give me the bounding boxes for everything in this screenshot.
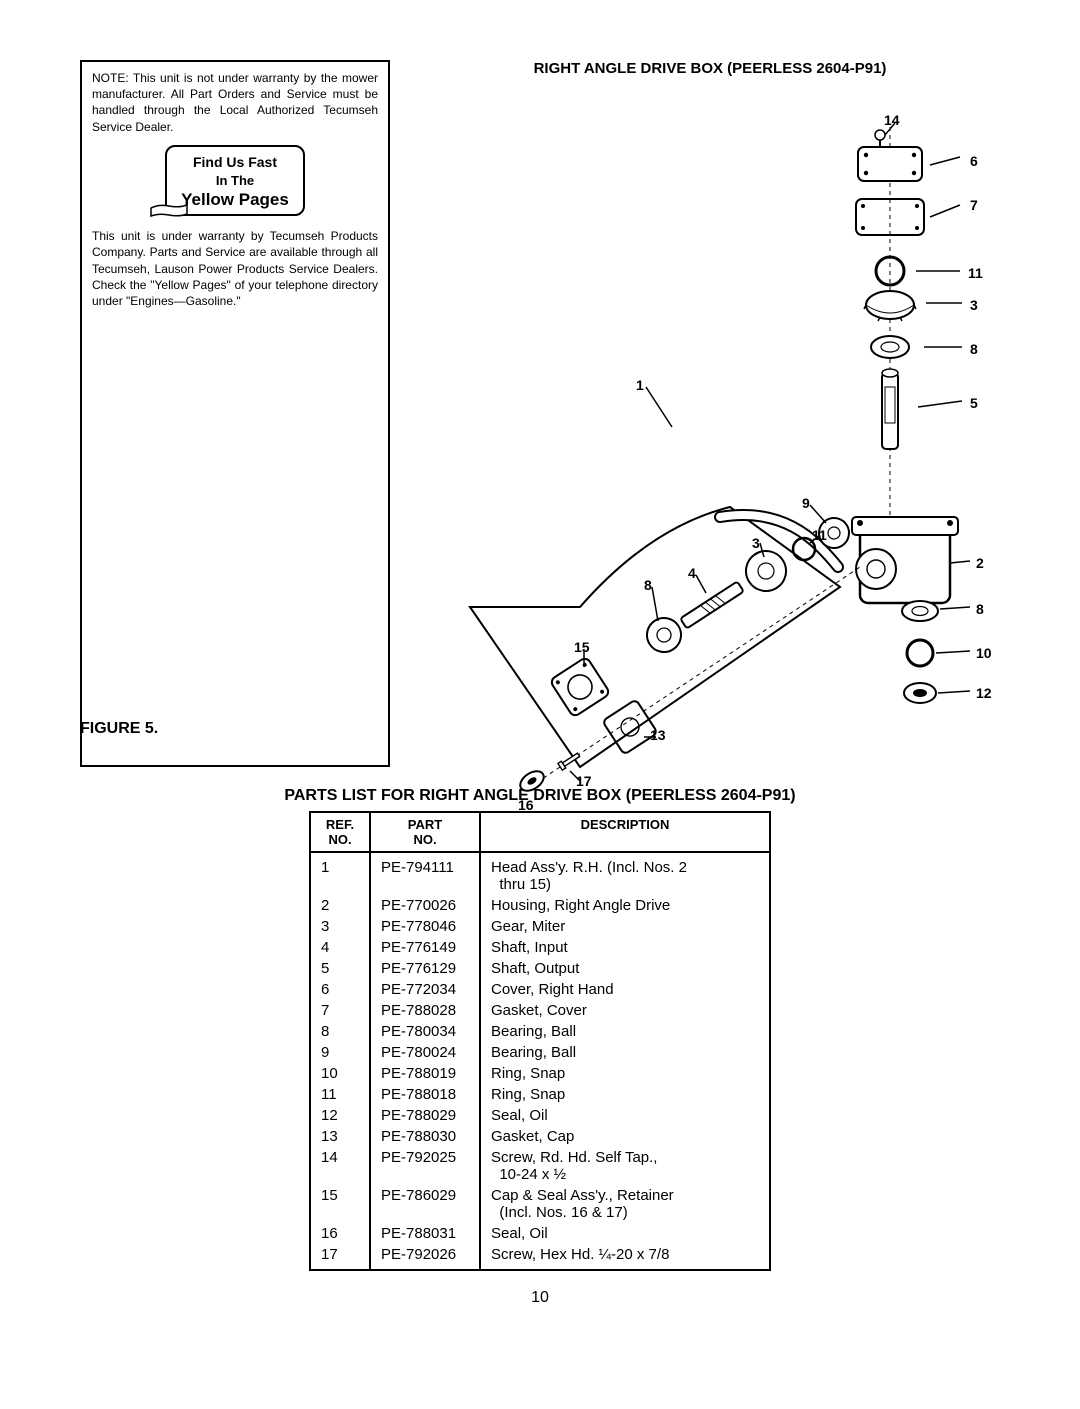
exploded-diagram: 146711385191132488101512131716 (440, 87, 1000, 767)
diagram-callout: 13 (650, 727, 666, 743)
diagram-callout: 8 (970, 341, 978, 357)
diagram-callout: 7 (970, 197, 978, 213)
table-row: 3PE-778046Gear, Miter (310, 916, 770, 937)
page-number: 10 (80, 1289, 1000, 1307)
table-row: 1PE-794111Head Ass'y. R.H. (Incl. Nos. 2… (310, 852, 770, 895)
diagram-callout: 3 (970, 297, 978, 313)
diagram-callout: 15 (574, 639, 590, 655)
table-row: 14PE-792025Screw, Rd. Hd. Self Tap., 10-… (310, 1147, 770, 1185)
col-desc-header: DESCRIPTION (480, 812, 770, 852)
diagram-callout: 8 (976, 601, 984, 617)
diagram-callout: 1 (636, 377, 644, 393)
diagram-callout: 10 (976, 645, 992, 661)
diagram-callout: 9 (802, 495, 810, 511)
parts-list-table: REF. NO. PART NO. DESCRIPTION 1PE-794111… (309, 811, 771, 1271)
table-row: 9PE-780024Bearing, Ball (310, 1042, 770, 1063)
table-row: 8PE-780034Bearing, Ball (310, 1021, 770, 1042)
figure-label: FIGURE 5. (80, 720, 158, 738)
table-row: 2PE-770026Housing, Right Angle Drive (310, 895, 770, 916)
col-ref-header: REF. NO. (310, 812, 370, 852)
table-row: 11PE-788018Ring, Snap (310, 1084, 770, 1105)
diagram-callout: 11 (968, 265, 983, 281)
table-row: 5PE-776129Shaft, Output (310, 958, 770, 979)
drive-box-svg (440, 87, 1000, 807)
diagram-callout: 16 (518, 797, 534, 813)
table-row: 7PE-788028Gasket, Cover (310, 1000, 770, 1021)
table-row: 16PE-788031Seal, Oil (310, 1223, 770, 1244)
diagram-callout: 12 (976, 685, 992, 701)
table-row: 12PE-788029Seal, Oil (310, 1105, 770, 1126)
table-row: 6PE-772034Cover, Right Hand (310, 979, 770, 1000)
table-row: 17PE-792026Screw, Hex Hd. ¼-20 x 7/8 (310, 1244, 770, 1270)
table-row: 4PE-776149Shaft, Input (310, 937, 770, 958)
diagram-title: RIGHT ANGLE DRIVE BOX (PEERLESS 2604-P91… (420, 60, 1000, 77)
diagram-callout: 17 (576, 773, 592, 789)
table-row: 15PE-786029Cap & Seal Ass'y., Retainer (… (310, 1185, 770, 1223)
note-bottom-text: This unit is under warranty by Tecumseh … (92, 228, 378, 309)
yp-line2: In The (181, 172, 289, 190)
warranty-note-box: NOTE: This unit is not under warranty by… (80, 60, 390, 767)
yellow-pages-badge: Find Us Fast In The Yellow Pages (92, 145, 378, 216)
col-part-header: PART NO. (370, 812, 480, 852)
yp-line3: Yellow Pages (181, 189, 289, 212)
diagram-callout: 6 (970, 153, 978, 169)
table-row: 10PE-788019Ring, Snap (310, 1063, 770, 1084)
diagram-callout: 3 (752, 535, 760, 551)
diagram-callout: 2 (976, 555, 984, 571)
diagram-callout: 14 (884, 112, 900, 128)
diagram-callout: 8 (644, 577, 652, 593)
yp-line1: Find Us Fast (181, 153, 289, 172)
table-row: 13PE-788030Gasket, Cap (310, 1126, 770, 1147)
diagram-callout: 4 (688, 565, 696, 581)
diagram-callout: 5 (970, 395, 978, 411)
note-top-text: NOTE: This unit is not under warranty by… (92, 70, 378, 135)
diagram-callout: 11 (812, 527, 827, 543)
